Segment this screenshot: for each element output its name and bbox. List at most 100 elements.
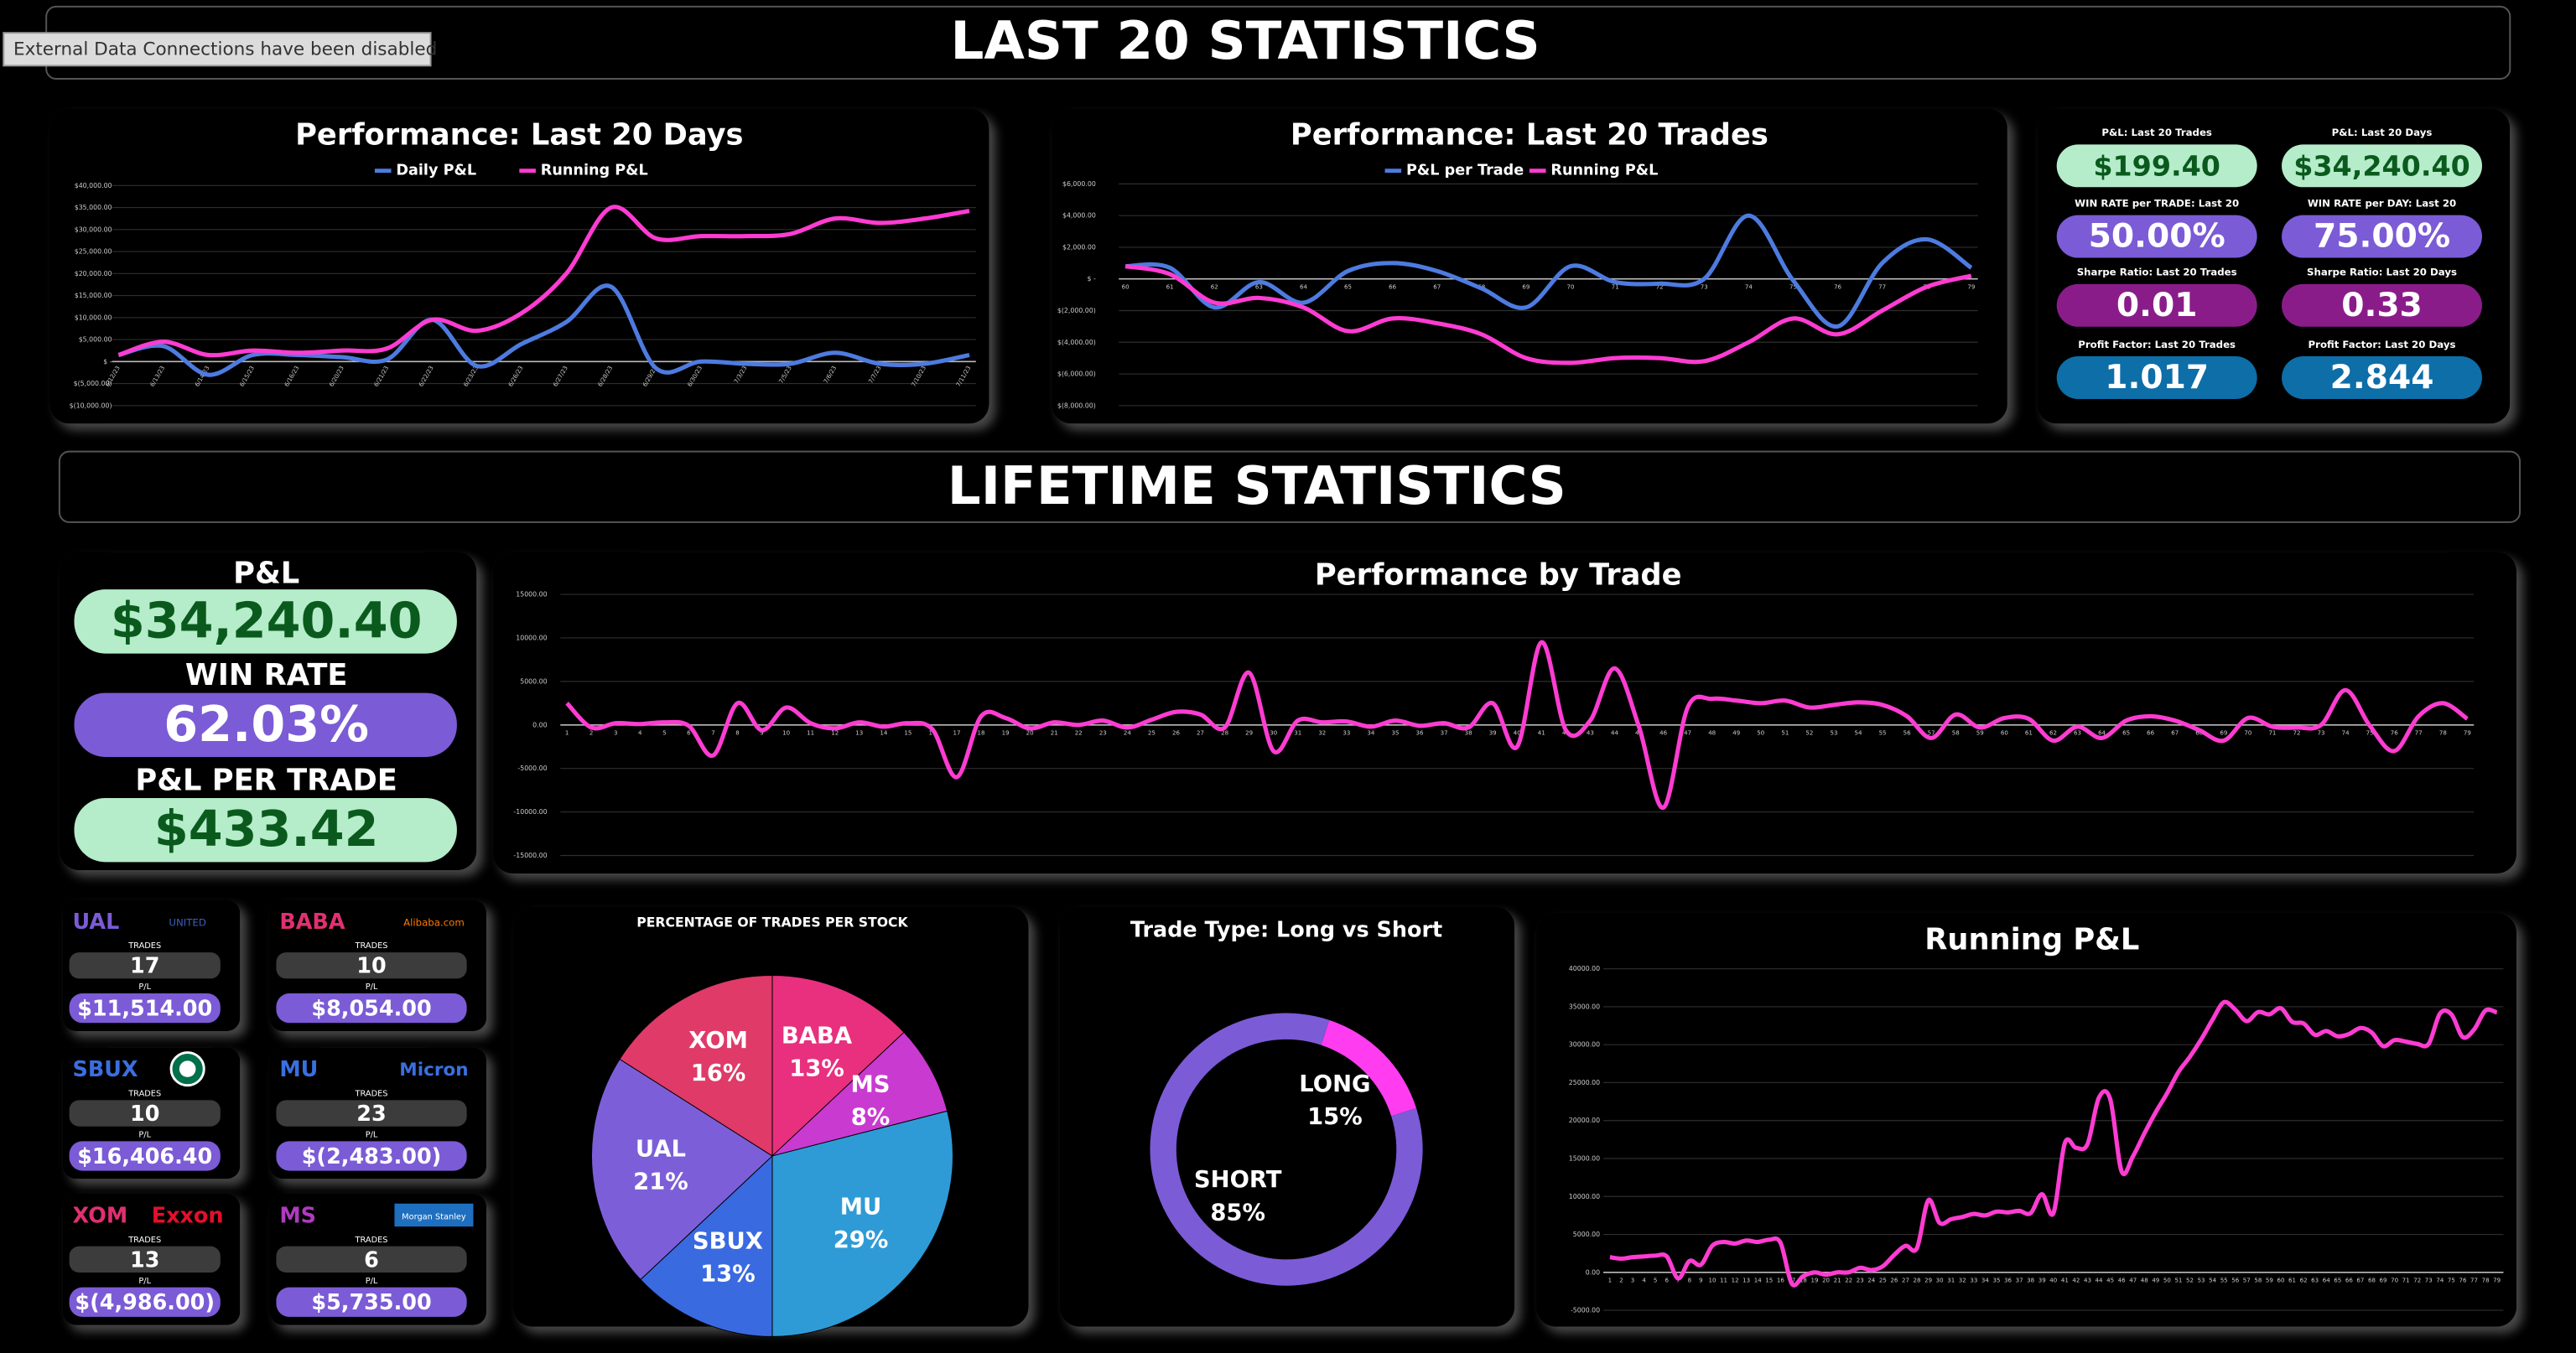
x-tick-label: 4: [638, 729, 642, 737]
y-tick-label: $10,000.00: [75, 314, 112, 321]
pl-value: $16,406.40: [77, 1144, 212, 1169]
x-tick-label: 27: [1902, 1277, 1909, 1284]
panel: [1535, 913, 2517, 1327]
y-tick-label: $20,000.00: [75, 270, 112, 277]
series-line: [1124, 213, 1973, 329]
x-tick-label: 34: [1981, 1277, 1989, 1284]
kpi-pill: [2056, 215, 2257, 258]
x-tick-label: 1: [1608, 1277, 1612, 1284]
slice-name: SHORT: [1194, 1167, 1282, 1193]
x-tick-label: 35: [1992, 1277, 2000, 1284]
kpi-label: WIN RATE per TRADE: Last 20: [2075, 197, 2239, 209]
x-tick-label: 14: [880, 729, 887, 737]
chart-title: Trade Type: Long vs Short: [1130, 918, 1442, 943]
kpi-pill: [2282, 144, 2483, 188]
trades-value: 10: [356, 954, 386, 979]
panel: [49, 108, 989, 424]
stock-ticker: XOM: [73, 1203, 128, 1228]
kpi-pill: [2282, 283, 2483, 327]
chart-title: Performance by Trade: [1315, 558, 1682, 593]
x-tick-label: 51: [2174, 1277, 2182, 1284]
x-tick-label: 56: [2231, 1277, 2239, 1284]
x-tick-label: 60: [2001, 729, 2008, 737]
x-tick-label: 68: [2195, 729, 2203, 737]
x-tick-label: 10: [782, 729, 790, 737]
x-tick-label: 57: [1928, 729, 1935, 737]
x-tick-label: 13: [1742, 1277, 1750, 1284]
x-tick-label: 3: [614, 729, 617, 737]
y-tick-label: 10000.00: [1569, 1193, 1600, 1200]
pl-label: P/L: [366, 1277, 378, 1286]
x-tick-label: 6: [1665, 1277, 1669, 1284]
x-tick-label: 40: [1514, 729, 1521, 737]
slice-name: BABA: [782, 1023, 853, 1049]
x-tick-label: 67: [1433, 283, 1441, 290]
x-tick-label: 65: [2122, 729, 2130, 737]
x-tick-label: 52: [2186, 1277, 2194, 1284]
y-tick-label: -5000.00: [517, 765, 547, 772]
x-tick-label: 70: [2391, 1277, 2398, 1284]
stock-ticker: MU: [279, 1057, 318, 1082]
trades-label: TRADES: [127, 1236, 161, 1245]
x-tick-label: 18: [978, 729, 985, 737]
slice-label: 29%: [834, 1227, 889, 1253]
x-tick-label: 70: [2244, 729, 2251, 737]
x-tick-label: 71: [1612, 283, 1619, 290]
series-line: [1609, 999, 2498, 1288]
x-tick-label: 75: [2448, 1277, 2455, 1284]
pie-slice: [771, 1031, 948, 1157]
pie-slice: [619, 975, 773, 1157]
kpi-pill: [2282, 356, 2483, 399]
slice-label: 85%: [1210, 1200, 1265, 1226]
x-tick-label: 23: [1099, 729, 1107, 737]
kpi-label: WIN RATE: [185, 658, 348, 692]
x-tick-label: 37: [2016, 1277, 2023, 1284]
x-tick-label: 66: [2345, 1277, 2353, 1284]
stock-logo: [179, 1060, 196, 1077]
stock-logo: UNITED: [169, 916, 206, 928]
x-tick-label: 43: [1587, 729, 1594, 737]
x-tick-label: 34: [1367, 729, 1374, 737]
x-tick-label: 64: [2323, 1277, 2330, 1284]
pl-pill: [276, 1141, 467, 1171]
trades-value: 23: [356, 1102, 386, 1127]
x-tick-label: 50: [1757, 729, 1764, 737]
kpi-pill: [74, 797, 457, 863]
x-tick-label: 69: [2220, 729, 2227, 737]
y-tick-label: $4,000.00: [1062, 212, 1096, 220]
section-title: LAST 20 STATISTICS: [950, 10, 1540, 71]
x-tick-label: 26: [1890, 1277, 1898, 1284]
chart-title: Running P&L: [1924, 922, 2139, 956]
y-tick-label: 5000.00: [520, 677, 547, 685]
header-box: [58, 450, 2521, 523]
x-tick-label: 44: [2096, 1277, 2103, 1284]
x-tick-label: 58: [1952, 729, 1960, 737]
slice-label: 13%: [789, 1055, 844, 1081]
y-tick-label: $(6,000.00): [1057, 371, 1096, 378]
y-tick-label: -5000.00: [1571, 1307, 1600, 1314]
x-tick-label: 30: [1936, 1277, 1944, 1284]
legend-label: P&L per Trade: [1406, 163, 1524, 179]
trades-value: 6: [364, 1247, 379, 1273]
y-tick-label: 30000.00: [1569, 1041, 1600, 1049]
trades-pill: [69, 1246, 221, 1273]
x-tick-label: 72: [1656, 283, 1664, 290]
kpi-pill: [2282, 215, 2483, 258]
x-tick-label: 33: [1970, 1277, 1977, 1284]
x-tick-label: 30: [1270, 729, 1277, 737]
x-tick-label: 60: [2277, 1277, 2284, 1284]
slice-label: 8%: [851, 1105, 891, 1131]
stock-logo: Micron: [399, 1060, 468, 1081]
x-tick-label: 74: [1745, 283, 1753, 290]
x-tick-label: 69: [1522, 283, 1530, 290]
x-tick-label: 26: [1172, 729, 1180, 737]
donut-slice: [1321, 1019, 1416, 1117]
x-tick-label: 44: [1611, 729, 1618, 737]
chart-title: PERCENTAGE OF TRADES PER STOCK: [636, 914, 908, 930]
kpi-pill: [2056, 283, 2257, 327]
x-tick-label: 63: [2074, 729, 2081, 737]
y-tick-label: -10000.00: [513, 808, 547, 816]
legend-label: Daily P&L: [396, 163, 476, 179]
chart-title: Performance: Last 20 Trades: [1291, 118, 1768, 153]
trades-pill: [276, 1100, 467, 1127]
